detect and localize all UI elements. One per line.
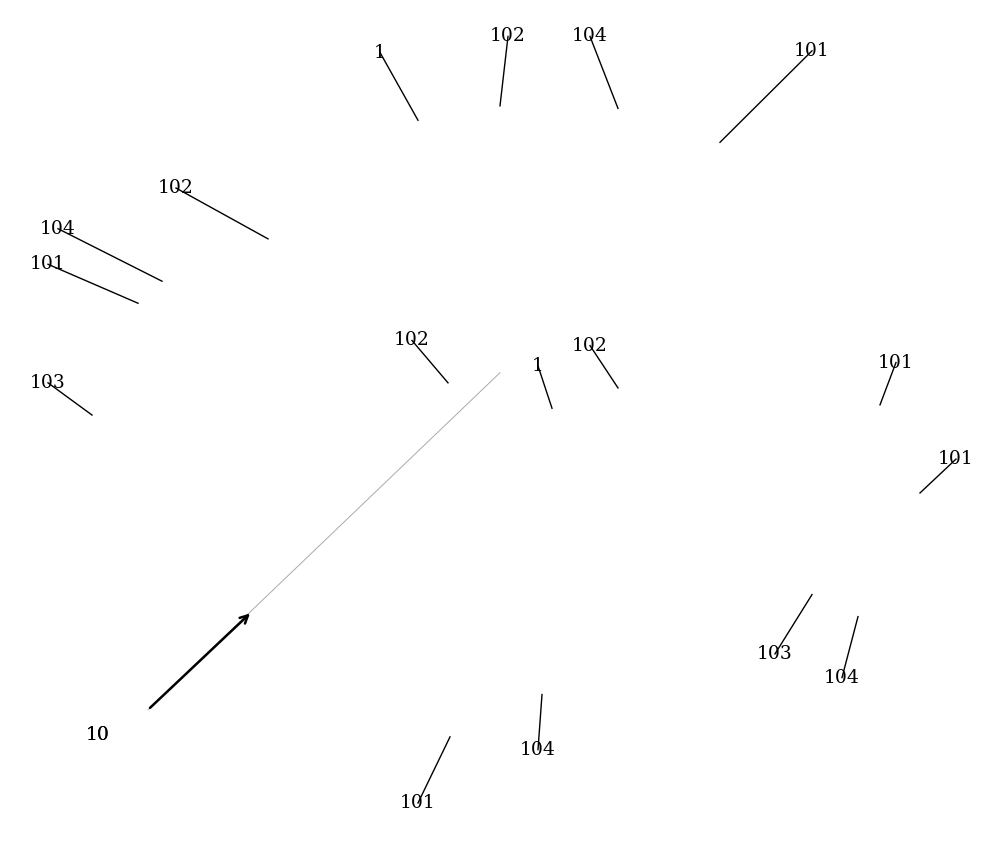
Text: 10: 10 (86, 726, 110, 745)
Text: 104: 104 (572, 27, 608, 46)
Text: 101: 101 (938, 450, 974, 468)
Text: 103: 103 (30, 374, 66, 392)
Text: 10: 10 (86, 726, 110, 745)
Text: 101: 101 (30, 255, 66, 274)
Text: 1: 1 (374, 43, 386, 62)
Text: 102: 102 (572, 336, 608, 355)
Text: 102: 102 (394, 331, 430, 350)
Text: 1: 1 (532, 357, 544, 375)
Text: 101: 101 (400, 794, 436, 812)
Text: 102: 102 (490, 27, 526, 46)
Text: 104: 104 (520, 740, 556, 759)
Text: 103: 103 (757, 645, 793, 663)
Text: 101: 101 (878, 353, 914, 372)
Text: 101: 101 (794, 42, 830, 60)
Text: 104: 104 (40, 219, 76, 238)
Text: 102: 102 (158, 179, 194, 197)
Text: 104: 104 (824, 668, 860, 687)
